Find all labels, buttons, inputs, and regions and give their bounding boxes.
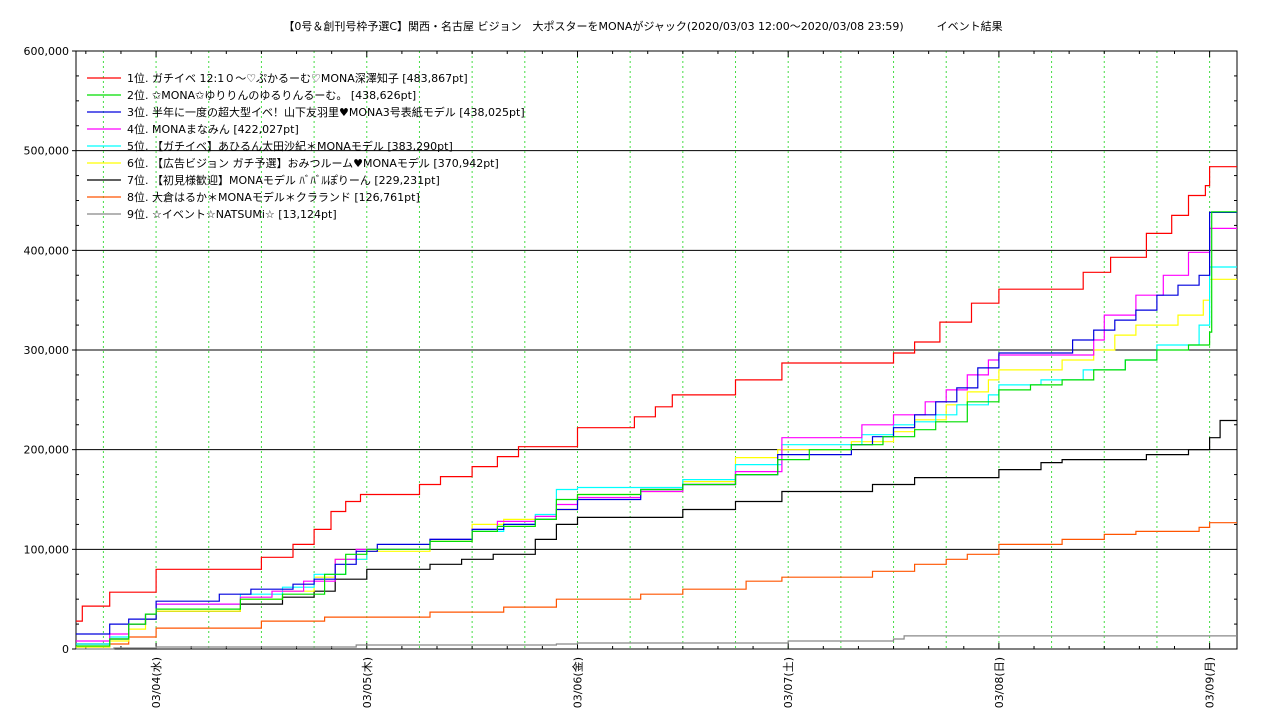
legend-label-5: 5位. 【ガチイベ】あひるん太田沙紀＊MONAモデル [383,290pt] — [127, 139, 453, 153]
y-tick-label: 300,000 — [24, 344, 70, 357]
legend-label-6: 6位. 【広告ビジョン ガチ予選】おみつルーム♥MONAモデル [370,942… — [127, 156, 499, 170]
legend-label-4: 4位. MONAまなみん [422,027pt] — [127, 122, 299, 136]
legend-label-1: 1位. ガチイベ 12:1０〜♡ぷかるーむ♡MONA深澤知子 [483,867p… — [127, 71, 468, 85]
series-line-9 — [76, 635, 1237, 650]
x-tick-label: 03/05(木) — [361, 657, 374, 708]
y-tick-label: 200,000 — [24, 444, 70, 457]
series-line-3 — [76, 211, 1237, 635]
legend-label-3: 3位. 半年に一度の超大型イベ！山下友羽里♥MONA3号表紙モデル [438,0… — [127, 105, 525, 119]
series-line-2 — [76, 211, 1237, 647]
series-line-1 — [76, 166, 1237, 622]
legend: 1位. ガチイベ 12:1０〜♡ぷかるーむ♡MONA深澤知子 [483,867p… — [87, 71, 525, 221]
legend-label-8: 8位. 大倉はるか＊MONAモデル＊クラランド [126,761pt] — [127, 190, 420, 204]
y-tick-label: 100,000 — [24, 543, 70, 556]
axis-ticks: 0 100,000 200,000 300,000 400,000 500,000 600,… — [24, 45, 1237, 708]
y-tick-label: 600,000 — [24, 45, 70, 58]
series-line-7 — [76, 419, 1237, 645]
series-lines — [76, 166, 1237, 650]
chart-title: 【0号＆創刊号枠予選C】関西・名古屋 ビジョン 大ポスターをMONAがジャック(… — [283, 19, 1002, 33]
y-tick-label: 500,000 — [24, 145, 70, 158]
legend-label-7: 7位. 【初見様歓迎】MONAモデル ﾊﾞﾊﾞﾙぽりーん [229,231pt] — [127, 173, 440, 187]
grid — [76, 51, 1237, 649]
y-tick-label: 400,000 — [24, 244, 70, 257]
x-tick-label: 03/06(金) — [570, 657, 584, 708]
legend-label-9: 9位. ☆イベント☆NATSUMi☆ [13,124pt] — [127, 207, 337, 221]
x-tick-label: 03/09(月) — [1204, 657, 1217, 708]
series-line-4 — [76, 227, 1237, 642]
x-tick-label: 03/07(土) — [782, 657, 795, 708]
x-tick-label: 03/08(日) — [993, 657, 1006, 708]
y-tick-label: 0 — [62, 643, 69, 656]
series-line-5 — [76, 266, 1237, 645]
legend-label-2: 2位. ✩MONA✩ゆりりんのゆるりんるーむ。 [438,626pt] — [127, 88, 416, 102]
x-tick-label: 03/04(水) — [150, 657, 163, 708]
series-line-6 — [76, 278, 1237, 648]
series-line-8 — [76, 522, 1237, 648]
